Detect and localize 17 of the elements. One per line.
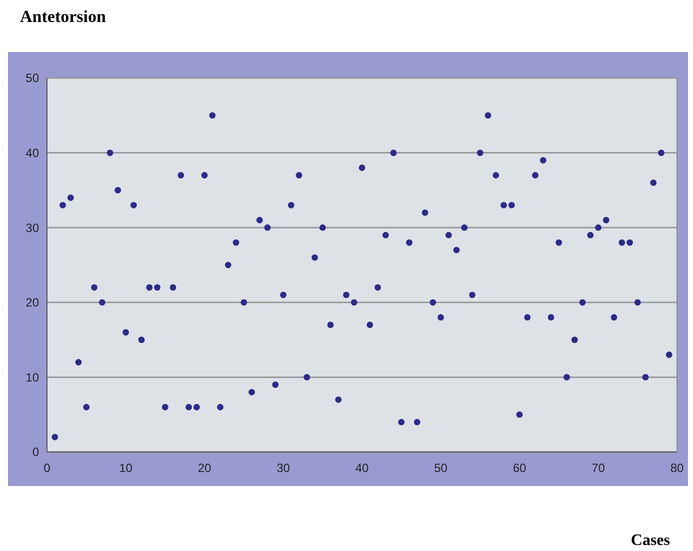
x-tick-label: 30 (276, 461, 290, 475)
x-tick-label: 0 (44, 461, 51, 475)
x-tick-label: 50 (434, 461, 448, 475)
x-tick-label: 40 (355, 461, 369, 475)
x-tick-label: 70 (592, 461, 606, 475)
y-tick-label: 20 (26, 296, 40, 310)
x-axis-title: Cases (630, 532, 670, 549)
x-tick-label: 20 (198, 461, 212, 475)
y-tick-label: 0 (32, 445, 40, 460)
y-tick-label: 40 (26, 146, 40, 160)
x-tick-label: 80 (670, 461, 684, 475)
y-tick-label: 10 (26, 370, 40, 384)
x-tick-label: 60 (512, 461, 526, 475)
chart-title: Antetorsion (20, 7, 106, 26)
y-tick-label: 30 (26, 220, 40, 235)
y-tick-label: 50 (26, 71, 40, 86)
x-tick-label: 10 (119, 461, 133, 475)
